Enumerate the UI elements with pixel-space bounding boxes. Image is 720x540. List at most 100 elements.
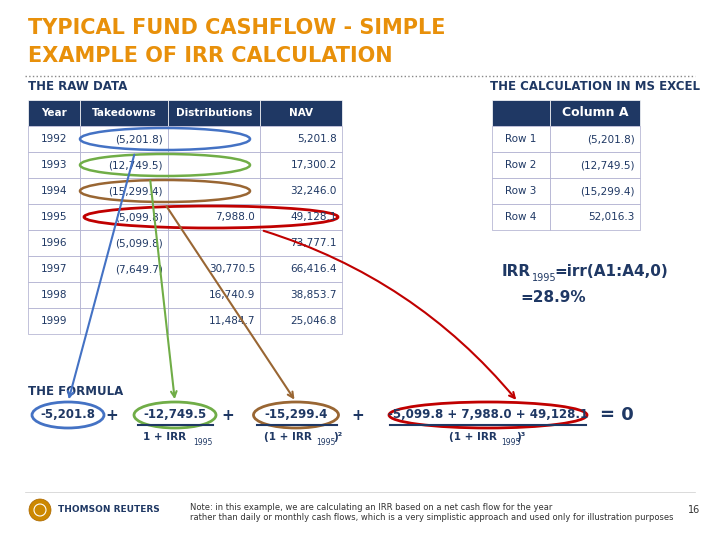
- Bar: [28, 152, 80, 178]
- Text: +: +: [106, 408, 118, 422]
- Bar: [260, 230, 342, 256]
- Text: )³: )³: [516, 432, 526, 442]
- Text: (12,749.5): (12,749.5): [580, 160, 635, 170]
- Text: (5,099.8): (5,099.8): [115, 238, 163, 248]
- Bar: [260, 100, 342, 126]
- Bar: [260, 282, 342, 308]
- Text: 1994: 1994: [41, 186, 67, 196]
- Text: (5,099.8): (5,099.8): [115, 212, 163, 222]
- Bar: [28, 308, 80, 334]
- Text: 1 + IRR: 1 + IRR: [143, 432, 186, 442]
- Bar: [168, 282, 260, 308]
- Circle shape: [29, 499, 51, 521]
- Bar: [492, 100, 550, 126]
- Text: IRR: IRR: [502, 264, 531, 279]
- Text: (5,201.8): (5,201.8): [115, 134, 163, 144]
- Text: 1995: 1995: [193, 438, 212, 447]
- Text: EXAMPLE OF IRR CALCULATION: EXAMPLE OF IRR CALCULATION: [28, 46, 392, 66]
- Bar: [28, 100, 80, 126]
- Bar: [168, 178, 260, 204]
- Bar: [28, 126, 80, 152]
- Text: (15,299.4): (15,299.4): [109, 186, 163, 196]
- Text: =irr(A1:A4,0): =irr(A1:A4,0): [554, 264, 667, 279]
- Text: -5,099.8 + 7,988.0 + 49,128.1: -5,099.8 + 7,988.0 + 49,128.1: [388, 408, 588, 422]
- Text: 1999: 1999: [41, 316, 67, 326]
- Text: 5,201.8: 5,201.8: [297, 134, 337, 144]
- Text: )²: )²: [333, 432, 342, 442]
- Bar: [28, 230, 80, 256]
- Bar: [260, 256, 342, 282]
- Bar: [260, 204, 342, 230]
- Bar: [28, 204, 80, 230]
- Text: 1995: 1995: [532, 273, 557, 283]
- Bar: [80, 230, 168, 256]
- Text: = 0: = 0: [600, 406, 634, 424]
- Bar: [80, 282, 168, 308]
- Text: -5,201.8: -5,201.8: [40, 408, 96, 422]
- Bar: [28, 178, 80, 204]
- Text: (7,649.7): (7,649.7): [115, 264, 163, 274]
- Text: 17,300.2: 17,300.2: [291, 160, 337, 170]
- Bar: [80, 152, 168, 178]
- Text: Row 2: Row 2: [505, 160, 536, 170]
- Bar: [492, 178, 550, 204]
- Bar: [80, 100, 168, 126]
- Text: Year: Year: [41, 108, 67, 118]
- Text: -15,299.4: -15,299.4: [264, 408, 328, 422]
- Bar: [80, 178, 168, 204]
- Text: Row 1: Row 1: [505, 134, 536, 144]
- Bar: [550, 152, 640, 178]
- Bar: [168, 230, 260, 256]
- Text: 1995: 1995: [316, 438, 336, 447]
- Bar: [28, 282, 80, 308]
- Text: (15,299.4): (15,299.4): [580, 186, 635, 196]
- Bar: [260, 308, 342, 334]
- Text: 16,740.9: 16,740.9: [209, 290, 255, 300]
- Text: 1992: 1992: [41, 134, 67, 144]
- Bar: [550, 178, 640, 204]
- Text: 7,988.0: 7,988.0: [215, 212, 255, 222]
- Text: 1995: 1995: [41, 212, 67, 222]
- Text: (1 + IRR: (1 + IRR: [449, 432, 497, 442]
- Bar: [492, 126, 550, 152]
- Text: TYPICAL FUND CASHFLOW - SIMPLE: TYPICAL FUND CASHFLOW - SIMPLE: [28, 18, 446, 38]
- Bar: [168, 100, 260, 126]
- Text: Row 4: Row 4: [505, 212, 536, 222]
- Text: +: +: [351, 408, 364, 422]
- Text: 1995: 1995: [501, 438, 521, 447]
- Text: 1993: 1993: [41, 160, 67, 170]
- Text: 30,770.5: 30,770.5: [209, 264, 255, 274]
- Text: THE RAW DATA: THE RAW DATA: [28, 80, 127, 93]
- Text: +: +: [222, 408, 235, 422]
- Bar: [168, 126, 260, 152]
- Text: 1996: 1996: [41, 238, 67, 248]
- Text: 1997: 1997: [41, 264, 67, 274]
- Text: 11,484.7: 11,484.7: [209, 316, 255, 326]
- Text: THE CALCULATION IN MS EXCEL: THE CALCULATION IN MS EXCEL: [490, 80, 700, 93]
- Text: 73,777.1: 73,777.1: [290, 238, 337, 248]
- Text: 38,853.7: 38,853.7: [290, 290, 337, 300]
- Bar: [168, 152, 260, 178]
- Bar: [80, 204, 168, 230]
- Bar: [550, 204, 640, 230]
- Text: Note: in this example, we are calculating an IRR based on a net cash flow for th: Note: in this example, we are calculatin…: [190, 503, 673, 522]
- Text: 52,016.3: 52,016.3: [589, 212, 635, 222]
- Bar: [80, 308, 168, 334]
- Bar: [168, 204, 260, 230]
- Text: 32,246.0: 32,246.0: [291, 186, 337, 196]
- Text: Distributions: Distributions: [176, 108, 252, 118]
- Text: 1998: 1998: [41, 290, 67, 300]
- Text: NAV: NAV: [289, 108, 313, 118]
- Text: 25,046.8: 25,046.8: [291, 316, 337, 326]
- Text: =28.9%: =28.9%: [520, 290, 585, 305]
- Bar: [260, 126, 342, 152]
- Text: Column A: Column A: [562, 106, 629, 119]
- Bar: [550, 126, 640, 152]
- Text: 16: 16: [688, 505, 700, 515]
- Bar: [80, 256, 168, 282]
- Text: 49,128.1: 49,128.1: [290, 212, 337, 222]
- Bar: [80, 126, 168, 152]
- Text: THE FORMULA: THE FORMULA: [28, 385, 123, 398]
- Text: Row 3: Row 3: [505, 186, 536, 196]
- Text: (1 + IRR: (1 + IRR: [264, 432, 312, 442]
